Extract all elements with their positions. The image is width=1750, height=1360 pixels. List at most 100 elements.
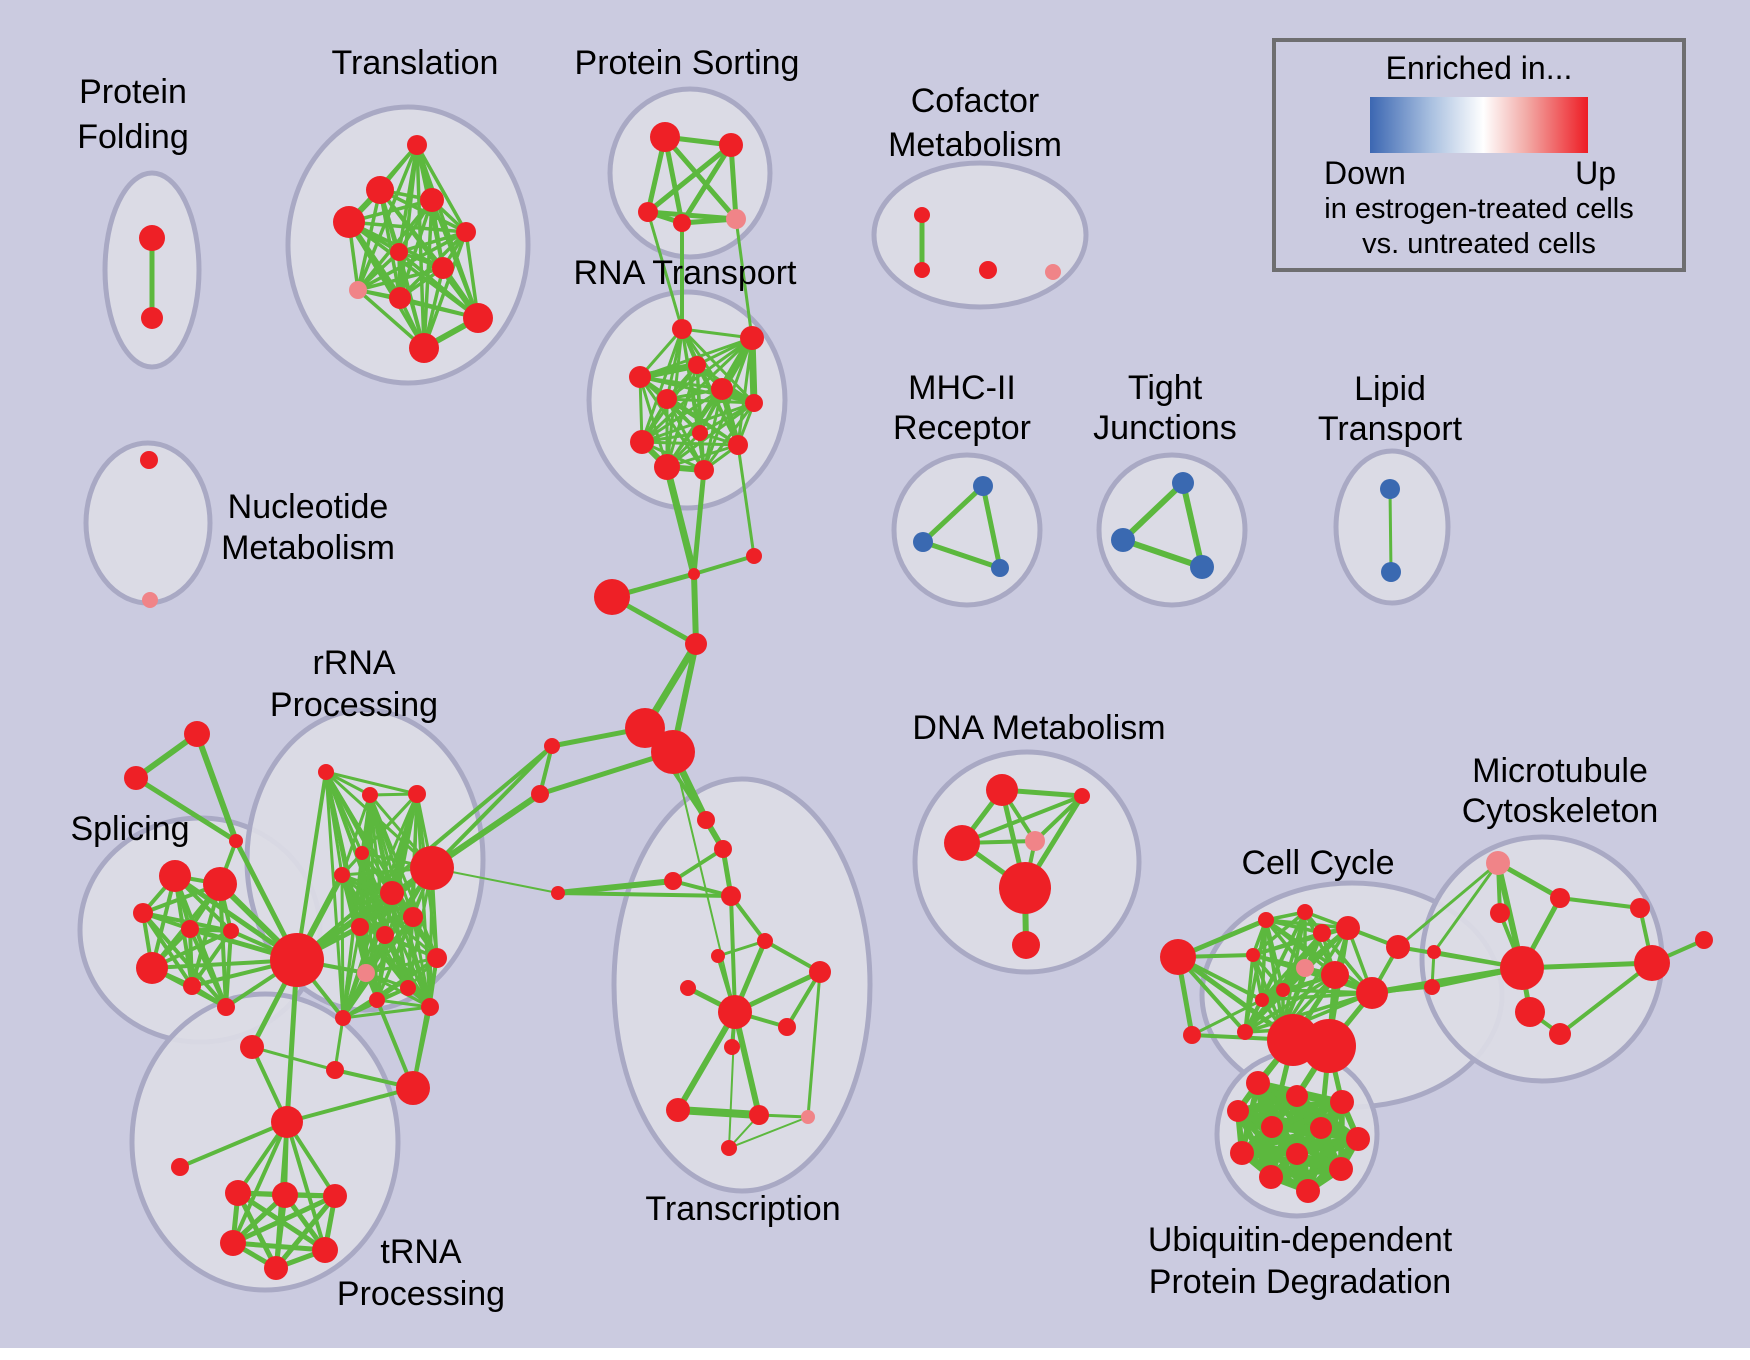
node-t1 [697, 811, 715, 829]
cluster-label-protein-sorting: Protein Sorting [575, 44, 800, 82]
cluster-label-line: Metabolism [221, 529, 395, 567]
node-rt7 [745, 394, 763, 412]
cluster-label-cofactor-metabolism: Cofactor Metabolism [888, 82, 1062, 164]
node-rr9 [351, 918, 369, 936]
node-l2 [531, 785, 549, 803]
node-mt10 [1695, 931, 1713, 949]
edge [341, 1005, 432, 1020]
node-ub10 [1259, 1165, 1283, 1189]
node-cc5b [1313, 924, 1331, 942]
node-ub2 [1286, 1085, 1308, 1107]
node-rt11 [654, 454, 680, 480]
node-ps4 [673, 214, 691, 232]
edge [356, 266, 445, 292]
node-sp2 [203, 867, 237, 901]
edge [415, 143, 468, 234]
node-rr2 [362, 787, 378, 803]
cluster-label-mhc-ii-receptor: MHC-II Receptor [893, 369, 1031, 447]
edge [665, 397, 756, 405]
edge [734, 217, 754, 340]
edge [920, 539, 1003, 571]
node-ch1 [688, 568, 700, 580]
edge [680, 327, 756, 405]
node-ub11 [1329, 1157, 1353, 1181]
node-sp8 [217, 998, 235, 1016]
node-mt8 [1630, 898, 1650, 918]
node-rr7 [410, 846, 454, 890]
edge [1180, 480, 1205, 570]
node-t7 [680, 980, 696, 996]
node-cf4 [1045, 264, 1061, 280]
node-sp3 [133, 903, 153, 923]
node-l1 [544, 738, 560, 754]
cluster-label-line: Ubiquitin-dependent [1148, 1221, 1453, 1259]
cluster-label-line: Protein [79, 73, 187, 111]
node-rr16 [421, 998, 439, 1016]
cluster-label-line: Transport [1318, 410, 1463, 448]
legend-up-label: Up [1575, 155, 1616, 191]
cluster-label-line: Folding [77, 118, 189, 156]
node-cc5 [1336, 916, 1360, 940]
node-mt4 [1500, 946, 1544, 990]
node-tl3 [420, 188, 444, 212]
edge [188, 927, 228, 1009]
legend-caption-line1: in estrogen-treated cells [1324, 193, 1634, 225]
cluster-label-line: RNA Transport [574, 254, 798, 292]
node-ps5 [726, 209, 746, 229]
node-t8 [809, 961, 831, 983]
node-rr13 [357, 964, 375, 982]
edge [671, 847, 725, 883]
edge [364, 971, 432, 1009]
node-cc2 [1183, 1026, 1201, 1044]
node-ch4 [685, 633, 707, 655]
node-cc6 [1246, 948, 1260, 962]
node-cf3 [979, 261, 997, 279]
edge [691, 467, 707, 577]
cluster-label-line: Cell Cycle [1241, 844, 1394, 882]
cluster-label-trna-processing: tRNA Processing [337, 1233, 505, 1313]
node-rr4 [355, 846, 369, 860]
node-sphub [270, 933, 324, 987]
edge [675, 1009, 738, 1113]
edge [178, 1120, 289, 1169]
cluster-ellipse-cofactor-metabolism [871, 160, 1089, 310]
node-t5 [757, 933, 773, 949]
cluster-label-line: Tight [1128, 369, 1203, 407]
edge [645, 142, 734, 215]
node-t12 [666, 1098, 690, 1122]
edge [224, 929, 233, 1009]
node-ub9 [1286, 1143, 1308, 1165]
cluster-label-line: Splicing [70, 810, 189, 848]
edge [188, 927, 194, 988]
edge [324, 770, 419, 796]
node-cc7 [1296, 959, 1314, 977]
cluster-label-translation: Translation [332, 44, 499, 82]
node-t13 [749, 1105, 769, 1125]
node-t14 [801, 1110, 815, 1124]
edge [284, 957, 300, 1125]
edge [383, 933, 432, 1009]
edge [736, 443, 756, 558]
cluster-label-cell-cycle: Cell Cycle [1241, 844, 1394, 882]
node-cc12 [1237, 1024, 1253, 1040]
edge [716, 939, 767, 958]
cluster-label-dna-metabolism: DNA Metabolism [912, 709, 1165, 747]
node-mt2 [1550, 888, 1570, 908]
edge [537, 749, 676, 797]
node-t4 [721, 886, 741, 906]
edge [728, 1116, 809, 1149]
node-t10 [778, 1018, 796, 1036]
node-t15 [721, 1140, 737, 1156]
cluster-ellipse-lipid-transport [1333, 448, 1451, 606]
node-cf1 [914, 207, 930, 223]
edge [1264, 918, 1350, 930]
node-rr15 [335, 1010, 351, 1026]
figure-bottom-margin [0, 1348, 1750, 1360]
node-rr11 [427, 948, 447, 968]
cluster-label-line: Microtubule [1472, 752, 1648, 790]
node-ub6 [1310, 1117, 1332, 1139]
node-trh6 [264, 1256, 288, 1280]
node-rr10 [376, 926, 394, 944]
node-ch3 [594, 579, 630, 615]
